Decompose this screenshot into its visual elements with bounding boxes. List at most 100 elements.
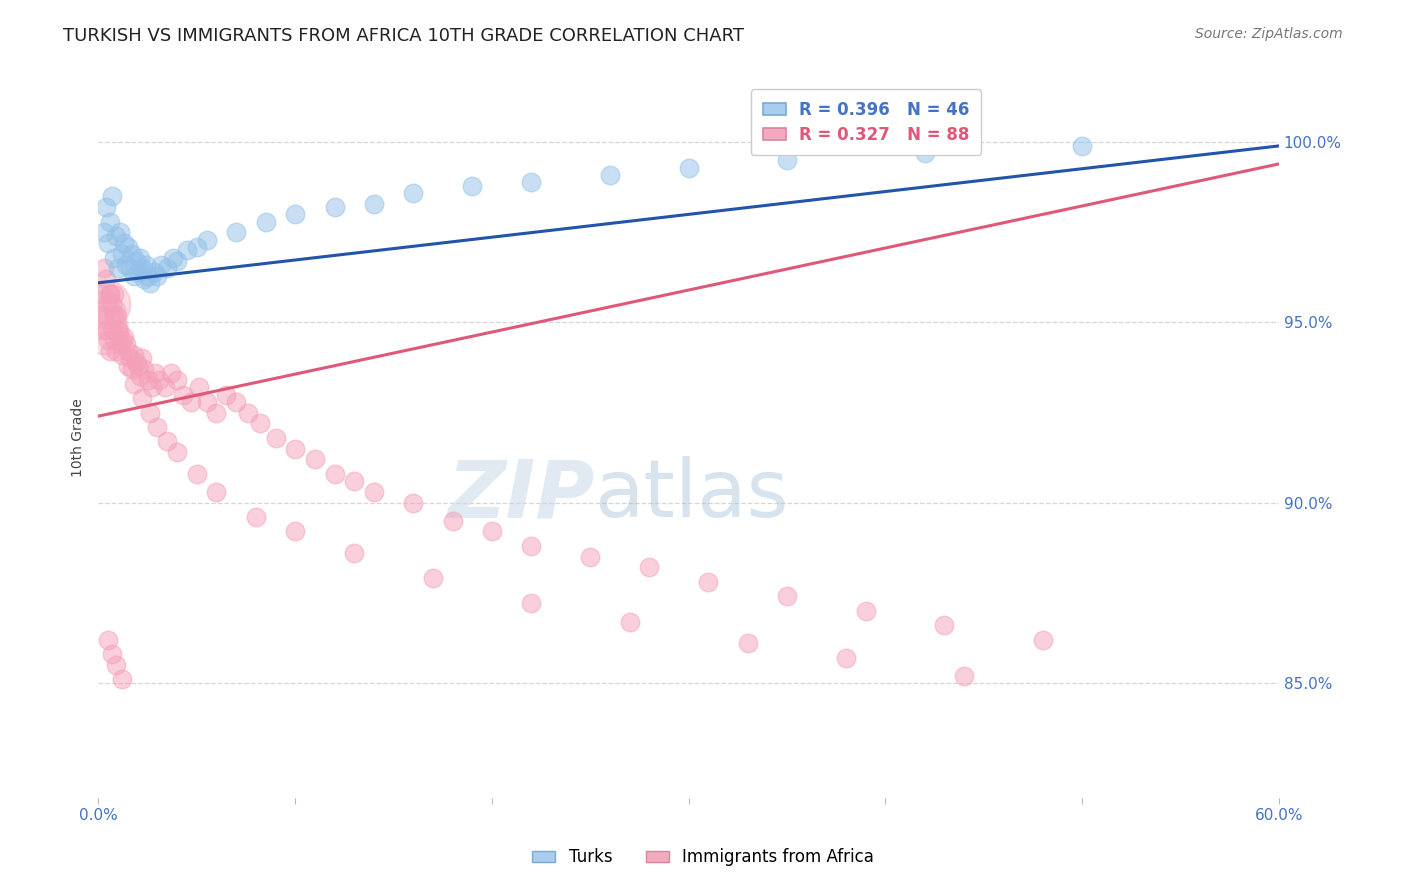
- Point: [122, 348, 145, 362]
- Point: [132, 362, 155, 376]
- Point: [128, 251, 150, 265]
- Point: [166, 445, 188, 459]
- Point: [835, 650, 858, 665]
- Point: [103, 251, 125, 265]
- Point: [96, 323, 118, 337]
- Point: [236, 405, 259, 419]
- Point: [101, 647, 124, 661]
- Point: [118, 351, 141, 366]
- Point: [441, 514, 464, 528]
- Point: [166, 254, 188, 268]
- Point: [125, 254, 148, 268]
- Point: [112, 330, 135, 344]
- Point: [101, 323, 124, 337]
- Point: [180, 394, 202, 409]
- Point: [343, 474, 366, 488]
- Point: [101, 297, 124, 311]
- Point: [105, 657, 128, 672]
- Point: [402, 186, 425, 200]
- Point: [776, 153, 799, 168]
- Point: [461, 178, 484, 193]
- Point: [138, 276, 160, 290]
- Point: [156, 434, 179, 449]
- Text: atlas: atlas: [595, 457, 789, 534]
- Point: [195, 233, 218, 247]
- Point: [121, 247, 143, 261]
- Point: [142, 265, 165, 279]
- Point: [117, 344, 139, 359]
- Point: [128, 369, 150, 384]
- Point: [186, 467, 208, 481]
- Point: [205, 405, 228, 419]
- Point: [264, 431, 287, 445]
- Point: [146, 268, 169, 283]
- Point: [98, 344, 121, 359]
- Point: [304, 452, 326, 467]
- Point: [284, 442, 307, 456]
- Point: [98, 214, 121, 228]
- Point: [96, 272, 118, 286]
- Point: [150, 258, 173, 272]
- Point: [520, 539, 543, 553]
- Point: [93, 261, 115, 276]
- Point: [108, 337, 131, 351]
- Point: [215, 387, 238, 401]
- Point: [343, 546, 366, 560]
- Point: [122, 376, 145, 391]
- Point: [108, 226, 131, 240]
- Point: [520, 175, 543, 189]
- Point: [249, 417, 271, 431]
- Point: [599, 168, 621, 182]
- Point: [160, 366, 183, 380]
- Point: [96, 200, 118, 214]
- Point: [136, 268, 159, 283]
- Point: [105, 229, 128, 244]
- Point: [145, 366, 167, 380]
- Point: [678, 161, 700, 175]
- Point: [93, 323, 115, 337]
- Point: [187, 380, 209, 394]
- Point: [136, 373, 159, 387]
- Point: [245, 510, 267, 524]
- Point: [97, 297, 120, 311]
- Point: [138, 405, 160, 419]
- Point: [122, 268, 145, 283]
- Legend: Turks, Immigrants from Africa: Turks, Immigrants from Africa: [526, 842, 880, 873]
- Point: [855, 604, 877, 618]
- Point: [112, 236, 135, 251]
- Point: [776, 589, 799, 603]
- Point: [205, 484, 228, 499]
- Point: [162, 251, 184, 265]
- Point: [117, 359, 139, 373]
- Legend: R = 0.396   N = 46, R = 0.327   N = 88: R = 0.396 N = 46, R = 0.327 N = 88: [751, 89, 981, 155]
- Point: [121, 362, 143, 376]
- Point: [697, 574, 720, 589]
- Point: [135, 258, 157, 272]
- Point: [363, 196, 385, 211]
- Point: [111, 672, 134, 686]
- Point: [115, 337, 138, 351]
- Point: [131, 261, 153, 276]
- Point: [422, 571, 444, 585]
- Point: [284, 207, 307, 221]
- Point: [323, 467, 346, 481]
- Text: Source: ZipAtlas.com: Source: ZipAtlas.com: [1195, 27, 1343, 41]
- Point: [131, 351, 153, 366]
- Point: [91, 286, 114, 301]
- Point: [97, 236, 120, 251]
- Point: [125, 355, 148, 369]
- Point: [402, 495, 425, 509]
- Point: [103, 334, 125, 348]
- Point: [118, 261, 141, 276]
- Point: [225, 394, 247, 409]
- Point: [101, 189, 124, 203]
- Point: [254, 214, 277, 228]
- Point: [97, 632, 120, 647]
- Point: [131, 391, 153, 405]
- Point: [172, 387, 194, 401]
- Point: [111, 247, 134, 261]
- Point: [579, 549, 602, 564]
- Point: [111, 348, 134, 362]
- Point: [953, 668, 976, 682]
- Point: [284, 524, 307, 539]
